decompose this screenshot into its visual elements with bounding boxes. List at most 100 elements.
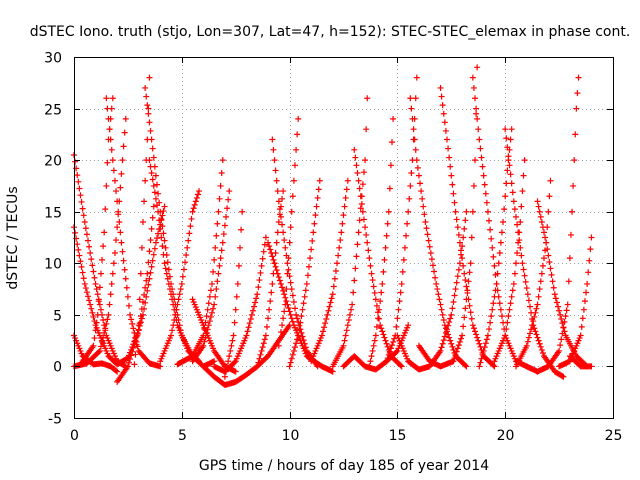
data-point: [458, 247, 465, 254]
data-point: [289, 292, 296, 299]
data-point: [196, 358, 203, 365]
data-point: [567, 231, 574, 238]
data-point: [573, 105, 580, 112]
data-point: [145, 259, 152, 266]
data-point: [151, 189, 158, 196]
plot-area: [71, 64, 595, 388]
data-point: [462, 362, 469, 369]
data-point: [237, 244, 244, 251]
data-point: [332, 268, 339, 275]
data-point: [348, 306, 355, 313]
data-point: [75, 178, 82, 185]
data-point: [117, 184, 124, 191]
data-point: [78, 198, 85, 205]
data-point: [331, 275, 338, 282]
data-point: [310, 229, 317, 236]
data-point: [125, 359, 132, 366]
data-point: [173, 306, 180, 313]
data-point: [490, 253, 497, 260]
data-point: [79, 205, 86, 212]
data-point: [502, 126, 509, 133]
data-point: [470, 182, 477, 189]
data-point: [450, 298, 457, 305]
data-point: [211, 301, 218, 308]
data-point: [380, 331, 387, 338]
data-point: [571, 157, 578, 164]
data-point: [460, 234, 467, 241]
data-point: [117, 229, 124, 236]
data-point: [166, 286, 173, 293]
data-point: [339, 220, 346, 227]
data-point: [463, 363, 470, 370]
data-point: [533, 331, 540, 338]
x-tick-label: 0: [70, 428, 79, 444]
data-point: [109, 270, 116, 277]
data-point: [472, 328, 479, 335]
series-35: [491, 157, 528, 365]
data-point: [401, 244, 408, 251]
data-point: [525, 297, 532, 304]
data-point: [97, 270, 104, 277]
data-point: [148, 225, 155, 232]
data-point: [87, 249, 94, 256]
data-point: [269, 136, 276, 143]
data-point: [81, 280, 88, 287]
data-point: [275, 198, 282, 205]
data-point: [362, 224, 369, 231]
data-point: [371, 289, 378, 296]
data-point: [341, 203, 348, 210]
data-point: [570, 182, 577, 189]
data-point: [447, 315, 454, 322]
data-point: [325, 307, 332, 314]
data-point: [231, 319, 238, 326]
data-point: [144, 102, 151, 109]
data-point: [480, 172, 487, 179]
data-point: [579, 315, 586, 322]
data-point: [440, 110, 447, 117]
data-point: [386, 185, 393, 192]
data-point: [254, 291, 261, 298]
data-point: [261, 336, 268, 343]
data-point: [253, 295, 260, 302]
data-point: [559, 320, 566, 327]
data-point: [484, 208, 491, 215]
data-point: [461, 225, 468, 232]
x-tick-label: 5: [178, 428, 187, 444]
data-point: [496, 249, 503, 256]
data-point: [529, 322, 536, 329]
data-point: [450, 190, 457, 197]
data-point: [352, 265, 359, 272]
data-point: [260, 340, 267, 347]
data-point: [461, 314, 468, 321]
data-point: [441, 119, 448, 126]
data-point: [213, 232, 220, 239]
data-point: [177, 286, 184, 293]
data-point: [547, 265, 554, 272]
data-point: [311, 220, 318, 227]
data-point: [263, 323, 270, 330]
data-point: [408, 170, 415, 177]
data-point: [507, 300, 514, 307]
series-23: [308, 177, 351, 365]
data-point: [484, 332, 491, 339]
data-point: [280, 315, 287, 322]
data-point: [534, 301, 541, 308]
data-point: [537, 343, 544, 350]
data-point: [501, 206, 508, 213]
data-point: [74, 172, 81, 179]
data-point: [265, 315, 272, 322]
data-point: [176, 291, 183, 298]
data-point: [373, 302, 380, 309]
data-point: [230, 332, 237, 339]
data-point: [279, 195, 286, 202]
axis-ticks: [74, 57, 614, 419]
data-point: [259, 344, 266, 351]
series-36: [502, 126, 567, 380]
data-point: [136, 296, 143, 303]
data-point: [102, 206, 109, 213]
data-point: [287, 359, 294, 366]
data-point: [510, 280, 517, 287]
data-point: [286, 308, 293, 315]
data-point: [581, 298, 588, 305]
data-point: [152, 195, 159, 202]
